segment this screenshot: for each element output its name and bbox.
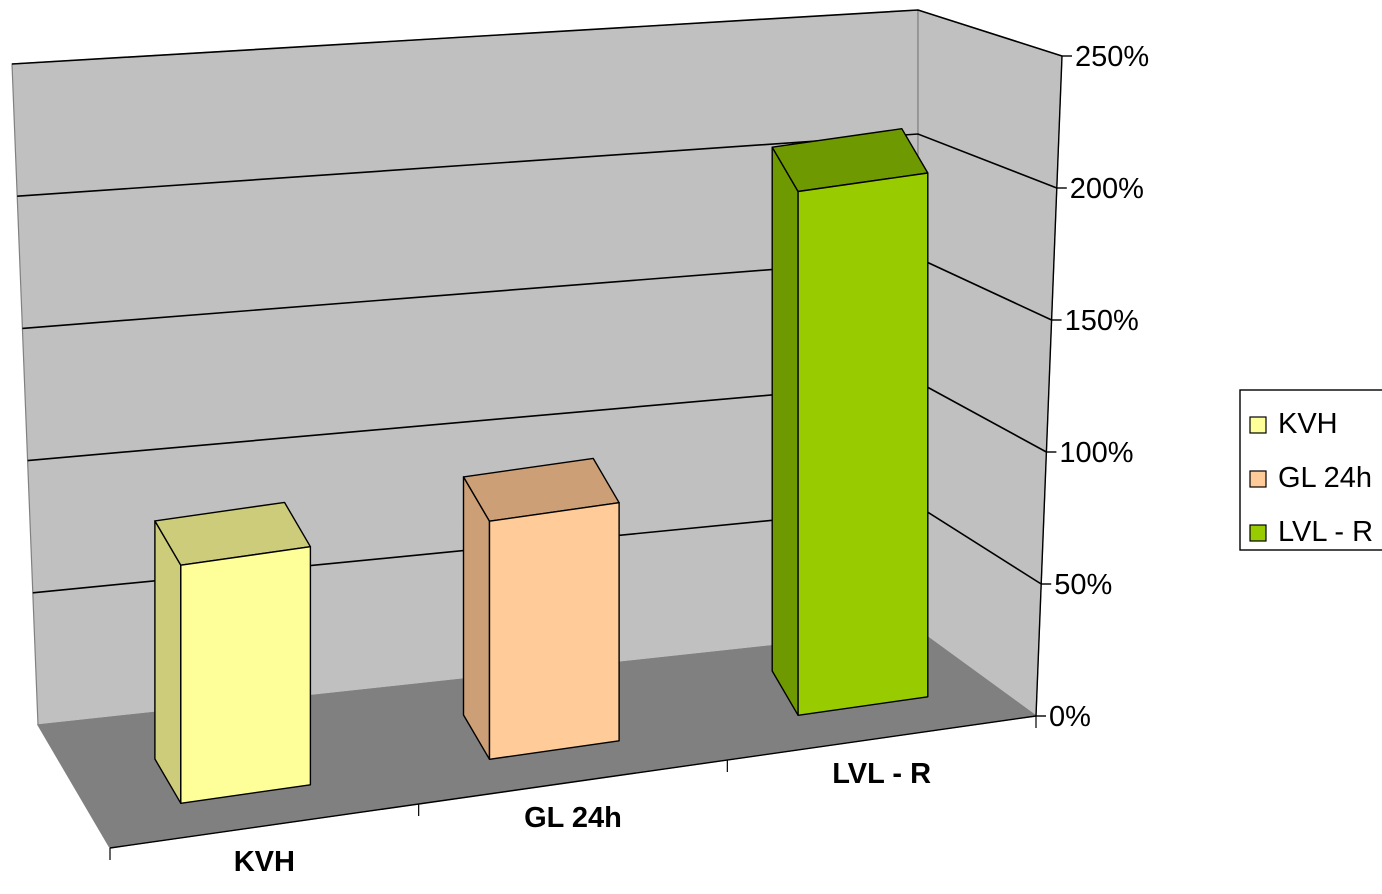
value-axis-tick-label: 150% [1065,305,1139,337]
legend-label: LVL - R [1278,516,1373,548]
value-axis-tick-label: 0% [1049,701,1091,733]
category-label: KVH [234,846,295,878]
legend-swatch [1249,470,1267,488]
value-axis: 0% 50% 100% 150% 200% 250% [1035,41,1149,733]
bar-3 [797,172,929,716]
bar-2 [488,502,620,760]
legend: KVH GL 24h LVL - R [1239,389,1382,551]
category-axis: KVH GL 24h LVL - R [109,715,1037,878]
legend-label: KVH [1278,408,1338,440]
value-axis-tick-label: 100% [1059,437,1133,469]
bar-side-3 [771,146,799,716]
category-label: GL 24h [524,802,622,834]
gridline [11,9,1063,65]
bar-1 [180,546,312,804]
gridline [17,133,1058,197]
bar-side-2 [462,476,491,760]
bar-side-1 [154,520,182,804]
category-label: LVL - R [832,758,931,790]
value-axis-line [1035,55,1063,717]
legend-swatch [1249,416,1267,434]
value-axis-tick-label: 200% [1070,173,1144,205]
legend-swatch [1249,524,1267,542]
legend-label: GL 24h [1278,462,1372,494]
value-axis-tick-label: 50% [1054,569,1112,601]
value-axis-tick-label: 250% [1075,41,1149,73]
bars [154,127,929,804]
category-axis-line [109,715,1037,849]
